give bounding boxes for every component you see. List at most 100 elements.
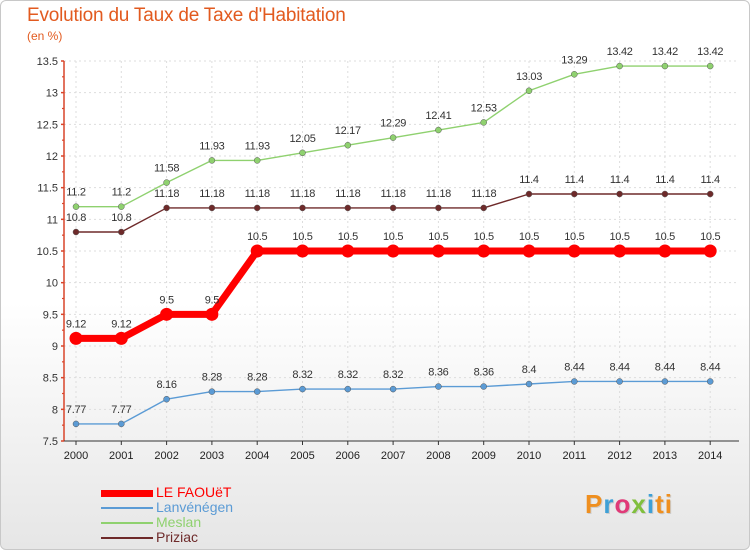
x-tick-label: 2002 xyxy=(154,450,178,462)
data-point xyxy=(571,71,578,78)
x-tick-label: 2006 xyxy=(336,450,360,462)
legend-label: Lanvénégen xyxy=(156,499,234,515)
data-point xyxy=(118,203,125,210)
logo-letter: x xyxy=(631,489,647,519)
data-point xyxy=(661,190,669,198)
data-point xyxy=(208,204,216,212)
data-label: 10.5 xyxy=(700,231,720,243)
data-point xyxy=(703,244,717,258)
data-point xyxy=(477,244,491,258)
data-label: 10.5 xyxy=(609,231,629,243)
data-label: 8.16 xyxy=(156,379,176,391)
data-point xyxy=(163,179,170,186)
data-point xyxy=(661,378,669,385)
data-label: 8.28 xyxy=(202,372,222,384)
x-tick-label: 2005 xyxy=(290,450,314,462)
data-point xyxy=(480,119,487,126)
data-label: 11.58 xyxy=(154,163,179,175)
data-label: 13.42 xyxy=(652,46,678,58)
data-point xyxy=(114,331,128,345)
data-point xyxy=(525,87,533,95)
data-label: 8.4 xyxy=(522,364,537,376)
data-point xyxy=(706,378,714,385)
data-point xyxy=(160,307,174,321)
data-point xyxy=(480,383,487,390)
legend-swatch xyxy=(101,522,153,524)
x-tick-label: 2001 xyxy=(109,450,133,462)
x-tick-label: 2004 xyxy=(245,450,269,462)
data-label: 12.29 xyxy=(380,118,406,130)
data-point xyxy=(344,141,352,149)
data-label: 10.5 xyxy=(564,231,584,243)
x-tick-label: 2010 xyxy=(517,450,541,462)
data-label: 7.77 xyxy=(111,404,131,416)
data-point xyxy=(435,383,442,390)
y-tick-label: 12 xyxy=(46,151,58,163)
data-label: 11.93 xyxy=(199,140,224,152)
logo-letter: o xyxy=(614,489,632,519)
data-label: 10.5 xyxy=(655,231,675,243)
data-label: 11.4 xyxy=(610,174,630,186)
y-tick-label: 9 xyxy=(52,341,58,353)
data-label: 8.36 xyxy=(474,367,494,379)
data-point xyxy=(72,203,80,210)
data-label: 11.18 xyxy=(199,188,224,200)
x-tick-label: 2013 xyxy=(653,450,677,462)
x-tick-label: 2009 xyxy=(471,450,495,462)
logo-letter: i xyxy=(646,489,656,519)
data-label: 11.18 xyxy=(471,188,496,200)
x-tick-label: 2011 xyxy=(562,450,586,462)
x-tick-label: 2014 xyxy=(698,450,722,462)
data-label: 10.5 xyxy=(428,231,448,243)
data-point xyxy=(253,388,261,395)
data-point xyxy=(296,244,309,258)
data-label: 7.77 xyxy=(66,404,86,416)
data-point xyxy=(616,190,623,198)
x-tick-label: 2003 xyxy=(200,450,224,462)
data-label: 11.4 xyxy=(519,174,539,186)
y-tick-label: 11 xyxy=(47,214,58,226)
data-point xyxy=(72,420,80,428)
data-label: 11.4 xyxy=(700,174,720,186)
data-point xyxy=(163,204,170,212)
x-tick-label: 2007 xyxy=(381,450,405,462)
data-label: 12.17 xyxy=(335,125,361,137)
data-point xyxy=(613,244,627,258)
data-label: 10.5 xyxy=(474,231,494,243)
data-point xyxy=(661,62,669,70)
data-label: 9.12 xyxy=(66,318,86,330)
data-label: 13.42 xyxy=(697,46,723,58)
data-point xyxy=(344,385,352,393)
data-point xyxy=(431,244,445,258)
data-label: 11.93 xyxy=(245,140,270,152)
data-label: 8.44 xyxy=(655,361,675,373)
data-label: 10.5 xyxy=(338,231,358,243)
data-point xyxy=(706,190,714,198)
y-tick-label: 8 xyxy=(52,404,58,416)
legend-swatch xyxy=(101,489,153,497)
chart-unit-label: (en %) xyxy=(27,29,63,43)
data-point xyxy=(208,388,216,395)
data-point xyxy=(389,134,397,141)
y-tick-label: 10.5 xyxy=(37,246,58,258)
data-label: 10.8 xyxy=(111,212,131,224)
legend-swatch xyxy=(101,507,153,509)
data-point xyxy=(69,331,83,345)
data-label: 9.5 xyxy=(159,294,174,306)
data-point xyxy=(571,190,578,198)
data-point xyxy=(253,204,261,212)
data-label: 12.53 xyxy=(471,102,497,114)
data-label: 8.44 xyxy=(609,361,629,373)
data-label: 11.18 xyxy=(154,188,179,200)
data-label: 11.18 xyxy=(290,188,315,200)
proxiti-logo: Proxiti xyxy=(585,489,673,520)
logo-letter: ti xyxy=(655,489,673,519)
data-label: 8.32 xyxy=(383,369,403,381)
data-point xyxy=(205,307,219,321)
data-point xyxy=(118,420,125,428)
data-point xyxy=(616,378,623,385)
chart-title: Evolution du Taux de Taxe d'Habitation xyxy=(27,5,346,26)
data-label: 8.44 xyxy=(564,361,584,373)
